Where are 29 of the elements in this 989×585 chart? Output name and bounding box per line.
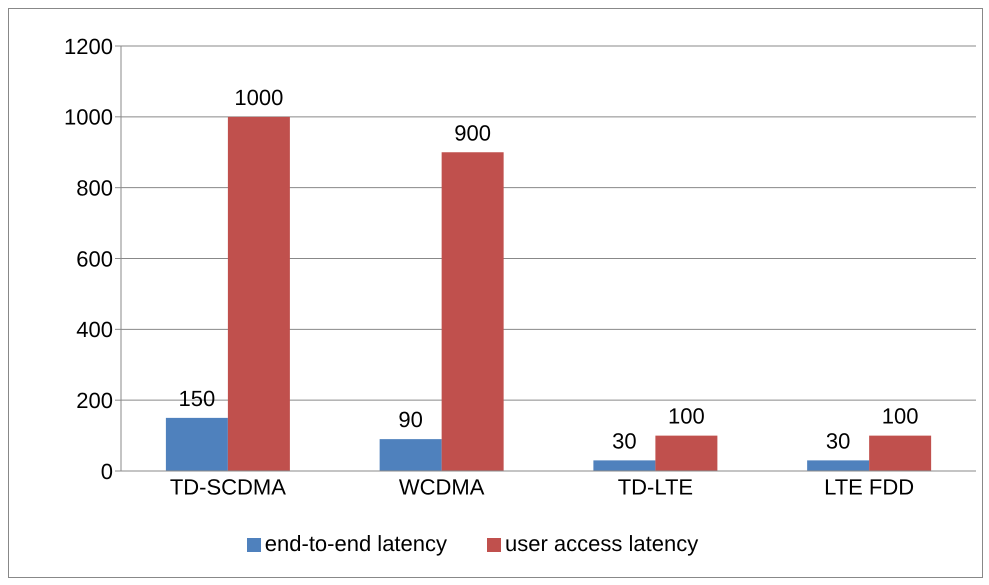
data-label: 900 — [454, 120, 491, 146]
bar — [655, 436, 718, 471]
y-tick-label: 600 — [76, 246, 113, 272]
bar — [380, 439, 442, 471]
bar — [228, 116, 290, 471]
data-label: 1000 — [234, 84, 284, 110]
data-label: 30 — [612, 428, 637, 454]
legend-label: user access latency — [505, 531, 698, 556]
y-tick-label: 800 — [76, 175, 113, 200]
bar — [807, 460, 870, 471]
x-tick-label: LTE FDD — [824, 474, 914, 500]
y-tick-label: 200 — [76, 388, 113, 413]
x-tick-label: WCDMA — [398, 474, 485, 500]
y-tick-label: 0 — [100, 458, 113, 484]
data-label: 100 — [882, 404, 918, 429]
bar — [442, 152, 504, 471]
bar — [593, 460, 656, 471]
legend-label: end-to-end latency — [264, 531, 448, 556]
y-tick-label: 400 — [76, 317, 113, 342]
x-tick-label: TD-LTE — [618, 474, 694, 500]
data-label: 90 — [398, 407, 423, 432]
bar — [166, 418, 228, 471]
data-label: 150 — [178, 386, 216, 411]
data-label: 30 — [826, 428, 850, 454]
data-label: 100 — [668, 404, 705, 429]
y-tick-label: 1200 — [64, 34, 113, 59]
bar — [869, 436, 932, 471]
y-tick-label: 1000 — [64, 104, 113, 130]
x-tick-label: TD-SCDMA — [170, 474, 286, 500]
